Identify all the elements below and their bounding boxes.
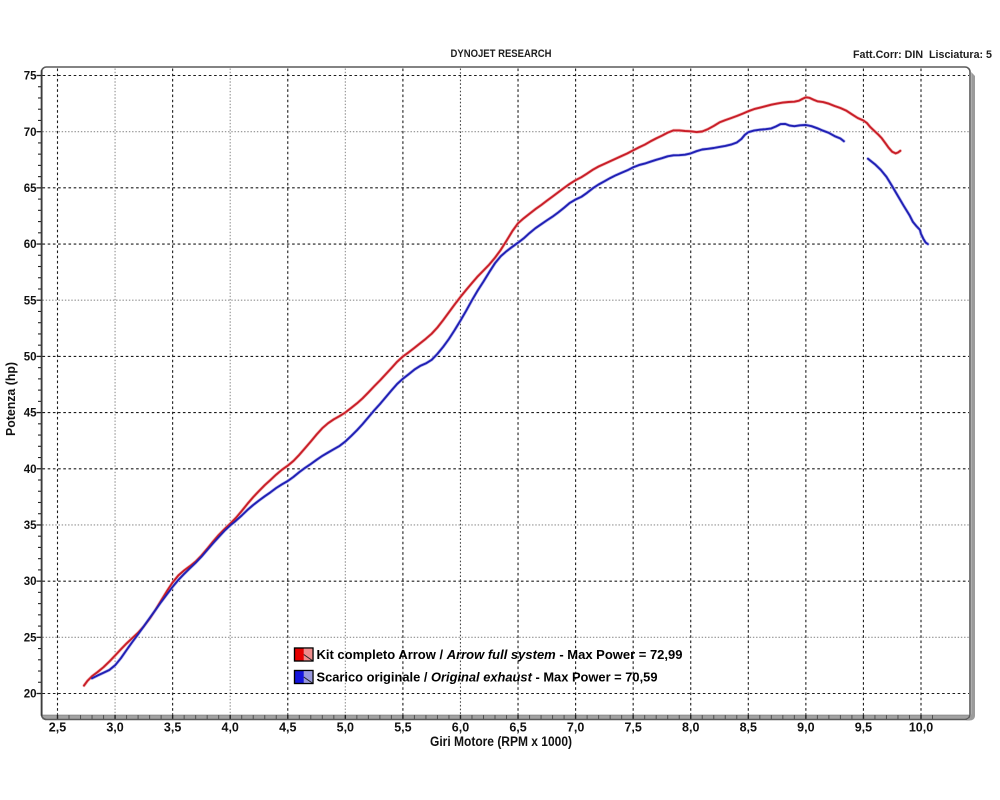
svg-text:70: 70 (24, 127, 37, 139)
svg-text:5,5: 5,5 (394, 721, 411, 735)
svg-text:DYNOJET RESEARCH: DYNOJET RESEARCH (451, 48, 552, 60)
svg-text:50: 50 (24, 352, 37, 364)
svg-text:2,5: 2,5 (49, 721, 66, 735)
svg-text:Fatt.Corr: DIN Lisciatura: 5: Fatt.Corr: DIN Lisciatura: 5 (853, 49, 992, 61)
svg-text:45: 45 (24, 408, 37, 420)
svg-text:Scarico originale / Original e: Scarico originale / Original exhaust - M… (317, 670, 658, 685)
svg-text:6,0: 6,0 (452, 721, 469, 735)
svg-text:65: 65 (24, 183, 37, 195)
svg-text:Potenza (hp): Potenza (hp) (3, 362, 18, 436)
svg-text:Kit completo Arrow / Arrow ful: Kit completo Arrow / Arrow full system -… (317, 647, 683, 662)
svg-text:Giri Motore (RPM x 1000): Giri Motore (RPM x 1000) (430, 734, 572, 749)
svg-text:3,0: 3,0 (106, 721, 123, 735)
svg-text:60: 60 (24, 239, 37, 251)
svg-text:40: 40 (24, 464, 37, 476)
svg-text:7,5: 7,5 (624, 721, 641, 735)
svg-text:9,5: 9,5 (855, 721, 872, 735)
svg-text:3,5: 3,5 (164, 721, 181, 735)
svg-text:10,0: 10,0 (909, 721, 933, 735)
svg-text:30: 30 (24, 576, 37, 588)
svg-text:6,5: 6,5 (509, 721, 526, 735)
svg-text:75: 75 (24, 71, 37, 83)
svg-text:55: 55 (24, 295, 37, 307)
svg-text:20: 20 (24, 689, 37, 701)
svg-text:9,0: 9,0 (797, 721, 814, 735)
svg-text:5,0: 5,0 (337, 721, 354, 735)
svg-text:7,0: 7,0 (567, 721, 584, 735)
svg-text:25: 25 (24, 632, 37, 644)
svg-text:4,0: 4,0 (222, 721, 239, 735)
svg-text:35: 35 (24, 520, 37, 532)
svg-text:4,5: 4,5 (279, 721, 296, 735)
svg-text:8,0: 8,0 (682, 721, 699, 735)
svg-text:8,5: 8,5 (740, 721, 757, 735)
